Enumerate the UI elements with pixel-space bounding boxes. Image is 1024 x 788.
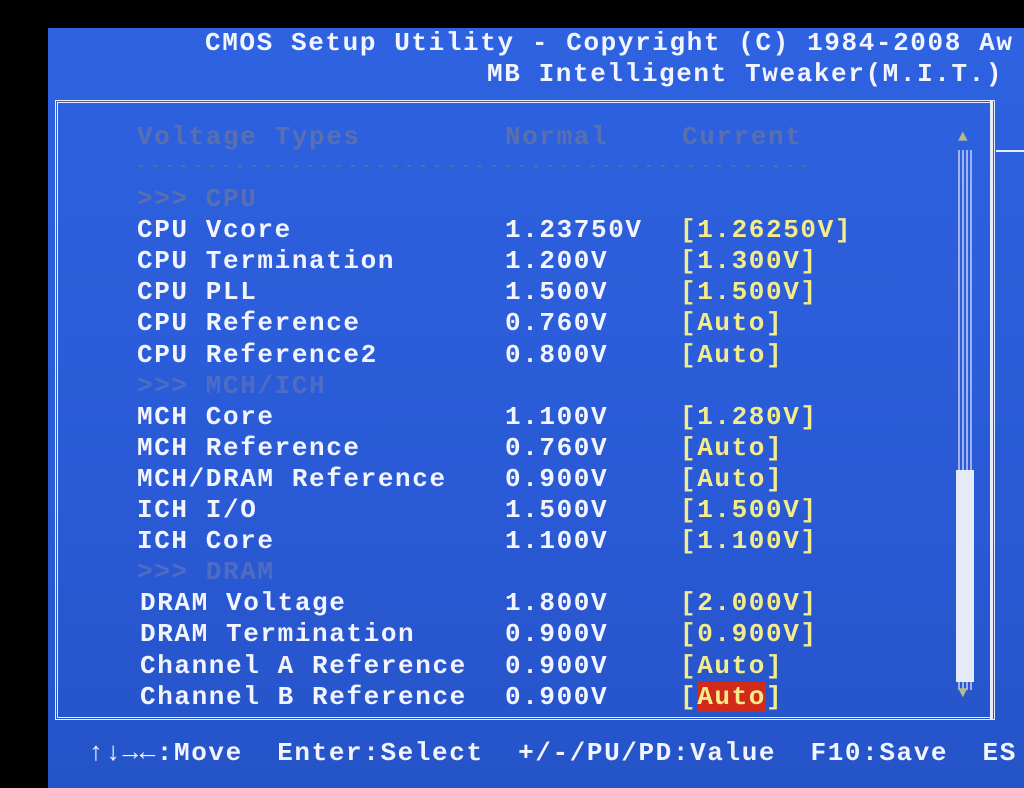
page-title: MB Intelligent Tweaker(M.I.T.) [487,59,1004,89]
setting-label[interactable]: ICH I/O [137,495,258,525]
current-value[interactable]: [Auto] [680,682,784,712]
setting-label[interactable]: MCH Core [137,402,275,432]
section-header: >>> CPU [137,184,258,214]
column-voltage-types: Voltage Types [137,122,361,152]
column-current: Current [682,122,803,152]
column-normal: Normal [505,122,609,152]
bios-title: CMOS Setup Utility - Copyright (C) 1984-… [205,28,1014,58]
setting-label[interactable]: DRAM Termination [140,619,416,649]
normal-value: 0.900V [505,682,609,712]
current-value[interactable]: [Auto] [680,340,784,370]
current-value[interactable]: [Auto] [680,651,784,681]
normal-value: 0.900V [505,651,609,681]
normal-value: 1.500V [505,495,609,525]
current-value[interactable]: [Auto] [680,464,784,494]
setting-label[interactable]: CPU Reference [137,308,361,338]
current-value[interactable]: [1.500V] [680,277,818,307]
normal-value: 0.900V [505,619,609,649]
setting-label[interactable]: CPU PLL [137,277,258,307]
scroll-down-icon[interactable]: ▼ [958,684,968,702]
scrollbar-thumb[interactable] [956,470,974,682]
current-value[interactable]: [0.900V] [680,619,818,649]
current-value[interactable]: [1.100V] [680,526,818,556]
normal-value: 1.23750V [505,215,643,245]
bios-screen [48,28,1024,788]
current-value[interactable]: [2.000V] [680,588,818,618]
setting-label[interactable]: Channel B Reference [140,682,467,712]
header-rule: ----------------------------------------… [137,159,814,175]
setting-label[interactable]: CPU Reference2 [137,340,378,370]
current-value[interactable]: [1.500V] [680,495,818,525]
section-header: >>> DRAM [137,557,275,587]
setting-label[interactable]: MCH Reference [137,433,361,463]
normal-value: 1.200V [505,246,609,276]
help-panel-rule [996,150,1024,152]
scroll-up-icon[interactable]: ▲ [958,128,968,146]
normal-value: 0.900V [505,464,609,494]
panel-divider [990,100,993,720]
selected-value[interactable]: Auto [697,682,767,712]
normal-value: 1.100V [505,526,609,556]
setting-label[interactable]: ICH Core [137,526,275,556]
current-value[interactable]: [Auto] [680,308,784,338]
setting-label[interactable]: Channel A Reference [140,651,467,681]
normal-value: 1.100V [505,402,609,432]
setting-label[interactable]: CPU Vcore [137,215,292,245]
setting-label[interactable]: MCH/DRAM Reference [137,464,447,494]
normal-value: 0.760V [505,308,609,338]
setting-label[interactable]: CPU Termination [137,246,396,276]
normal-value: 1.800V [505,588,609,618]
normal-value: 0.800V [505,340,609,370]
current-value[interactable]: [1.26250V] [680,215,853,245]
setting-label[interactable]: DRAM Voltage [140,588,347,618]
normal-value: 0.760V [505,433,609,463]
normal-value: 1.500V [505,277,609,307]
current-value[interactable]: [Auto] [680,433,784,463]
key-help-bar: ↑↓→←:Move Enter:Select +/-/PU/PD:Value F… [88,738,1017,768]
current-value[interactable]: [1.300V] [680,246,818,276]
main-panel [55,100,995,720]
section-header: >>> MCH/ICH [137,371,327,401]
current-value[interactable]: [1.280V] [680,402,818,432]
